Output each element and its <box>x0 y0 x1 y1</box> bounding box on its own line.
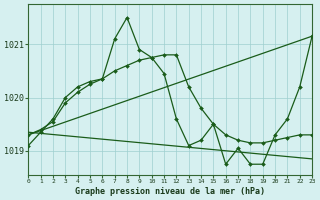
X-axis label: Graphe pression niveau de la mer (hPa): Graphe pression niveau de la mer (hPa) <box>75 187 265 196</box>
